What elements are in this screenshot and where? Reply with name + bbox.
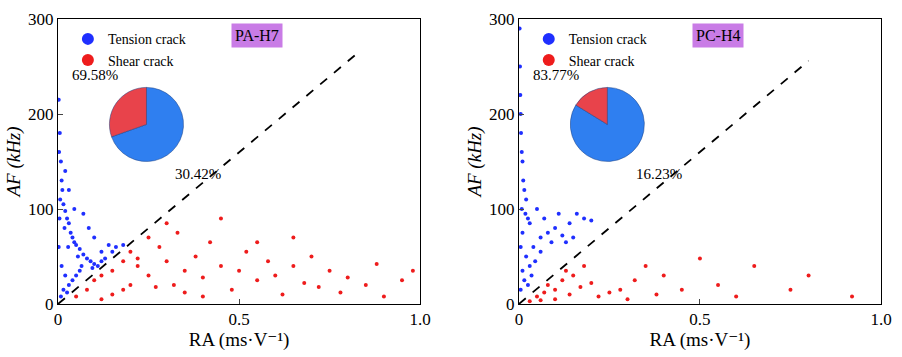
svg-text:Shear crack: Shear crack [108, 54, 174, 69]
svg-text:16.23%: 16.23% [636, 166, 682, 182]
svg-text:100: 100 [28, 200, 54, 219]
svg-text:200: 200 [28, 105, 54, 124]
svg-text:AF (kHz): AF (kHz) [3, 126, 25, 198]
svg-text:1.0: 1.0 [409, 310, 430, 329]
svg-text:PA-H7: PA-H7 [235, 27, 279, 44]
svg-text:0: 0 [45, 295, 54, 314]
svg-text:PC-H4: PC-H4 [696, 27, 740, 44]
svg-text:0: 0 [515, 310, 524, 329]
svg-text:0: 0 [506, 295, 515, 314]
svg-text:0.5: 0.5 [689, 310, 710, 329]
svg-text:Tension crack: Tension crack [108, 32, 186, 47]
svg-text:83.77%: 83.77% [533, 67, 579, 83]
svg-text:69.58%: 69.58% [72, 67, 118, 83]
svg-text:300: 300 [489, 10, 515, 29]
svg-text:0: 0 [54, 310, 63, 329]
svg-text:100: 100 [489, 200, 515, 219]
svg-text:AF (kHz): AF (kHz) [464, 126, 486, 198]
svg-text:RA (ms·V⁻¹): RA (ms·V⁻¹) [189, 329, 290, 351]
svg-text:Shear crack: Shear crack [569, 54, 635, 69]
svg-text:1.0: 1.0 [870, 310, 891, 329]
svg-text:200: 200 [489, 105, 515, 124]
svg-text:0.5: 0.5 [228, 310, 249, 329]
svg-text:RA (ms·V⁻¹): RA (ms·V⁻¹) [650, 329, 751, 351]
svg-text:30.42%: 30.42% [175, 166, 221, 182]
svg-text:Tension crack: Tension crack [569, 32, 647, 47]
svg-text:300: 300 [28, 10, 54, 29]
